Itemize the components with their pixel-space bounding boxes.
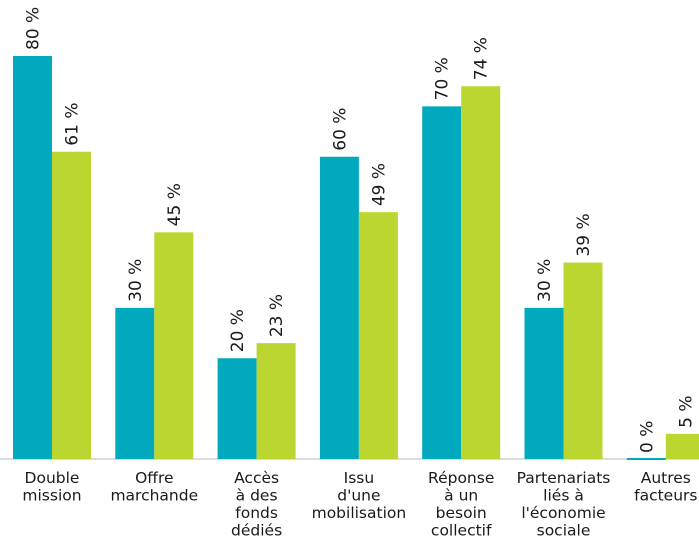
value-label-s2-c3: 23 %: [267, 294, 287, 337]
bar-s2-c5: [461, 86, 501, 459]
value-label-s2-c5: 74 %: [472, 37, 492, 80]
bar-s1-c3: [217, 358, 257, 459]
bar-s2-c7: [665, 433, 699, 459]
value-label-s2-c4: 49 %: [369, 163, 389, 206]
category-label-7: Autres facteurs: [634, 469, 697, 505]
category-labels-layer: Double mission Offre marchande Accès à des fon…: [22, 469, 697, 540]
category-label-3: Accès à des fonds dédiés: [231, 469, 282, 540]
bar-s1-c1: [13, 56, 52, 459]
value-label-s1-c3: 20 %: [228, 309, 248, 352]
bar-s2-c4: [358, 212, 398, 459]
bar-s1-c5: [422, 106, 462, 459]
value-label-s1-c1: 80 %: [24, 7, 44, 50]
value-label-s2-c7: 5 %: [676, 395, 696, 427]
value-labels-layer: 80 % 61 % 30 % 45 % 20 % 23 % 60 % 49 % 70 % 74 %…: [24, 7, 697, 453]
bar-s2-c3: [256, 343, 296, 459]
value-label-s1-c7: 0 %: [637, 421, 657, 453]
bar-s1-c6: [524, 307, 564, 459]
category-label-2: Offre marchande: [110, 469, 198, 505]
bar-s2-c1: [52, 151, 91, 459]
category-label-5: Réponse à un besoin collectif: [428, 469, 494, 540]
bars-layer: [13, 56, 699, 460]
value-label-s1-c4: 60 %: [330, 108, 350, 151]
value-label-s1-c5: 70 %: [433, 57, 453, 100]
bar-s1-c4: [319, 156, 359, 459]
value-label-s1-c6: 30 %: [535, 259, 555, 302]
bar-s2-c6: [563, 262, 603, 459]
value-label-s2-c6: 39 %: [574, 213, 594, 256]
value-label-s2-c2: 45 %: [165, 183, 185, 226]
value-label-s1-c2: 30 %: [126, 259, 146, 302]
value-label-s2-c1: 61 %: [63, 103, 83, 146]
bar-s2-c2: [154, 232, 194, 459]
category-label-1: Double mission: [22, 469, 81, 505]
category-label-4: Issu d'une mobilisation: [312, 469, 407, 522]
bar-s1-c2: [115, 307, 155, 459]
category-label-6: Partenariats liés à l'économie sociale: [517, 469, 611, 540]
